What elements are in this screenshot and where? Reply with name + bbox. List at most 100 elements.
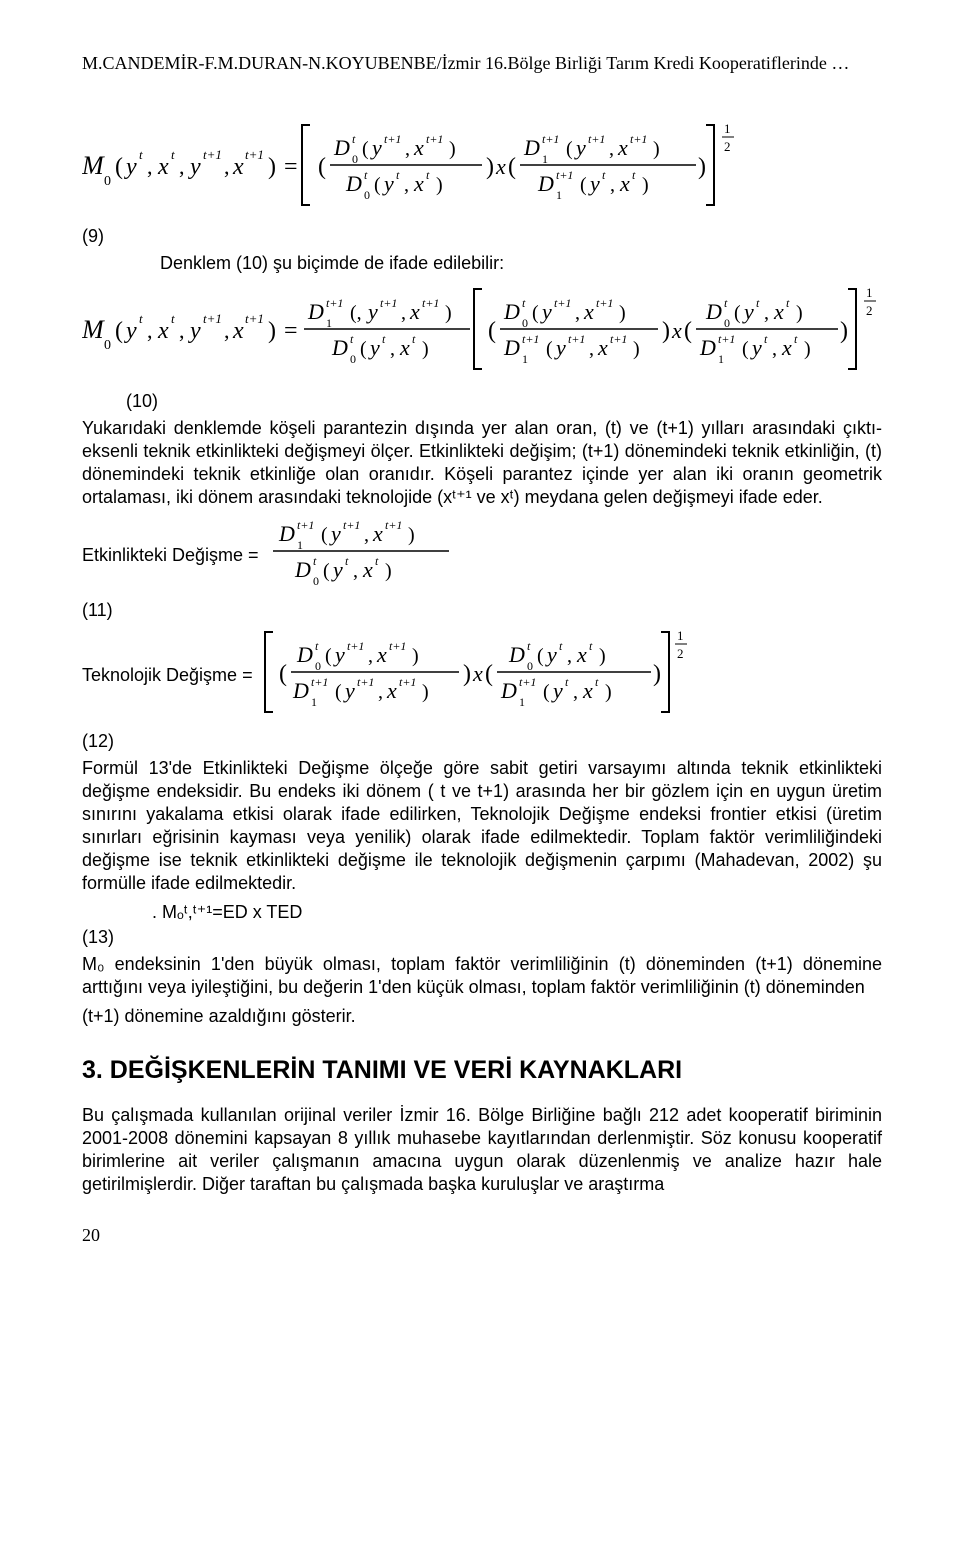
svg-text:,: , xyxy=(147,318,153,343)
svg-text:t: t xyxy=(527,639,531,653)
eq11-label: (11) xyxy=(82,599,882,622)
svg-text:t+1: t+1 xyxy=(610,332,627,346)
svg-text:x: x xyxy=(372,521,383,546)
svg-text:t+1: t+1 xyxy=(422,296,439,310)
svg-text:D: D xyxy=(333,135,350,160)
svg-text:1: 1 xyxy=(519,695,525,709)
svg-text:0: 0 xyxy=(364,188,370,202)
svg-text:y: y xyxy=(124,318,137,344)
svg-text:(: ( xyxy=(580,174,587,196)
svg-text:D: D xyxy=(523,135,540,160)
svg-text:t+1: t+1 xyxy=(245,311,264,326)
svg-text:,: , xyxy=(179,318,185,343)
svg-text:x: x xyxy=(399,335,410,360)
svg-text:): ) xyxy=(840,318,848,344)
svg-text:x: x xyxy=(362,557,373,582)
svg-text:,: , xyxy=(610,174,615,196)
svg-text:x: x xyxy=(597,335,608,360)
svg-text:(: ( xyxy=(537,645,544,667)
svg-text:t: t xyxy=(315,639,319,653)
eq9-label: (9) xyxy=(82,225,882,248)
svg-text:,: , xyxy=(179,154,185,179)
svg-text:2: 2 xyxy=(724,139,731,154)
svg-text:(: ( xyxy=(485,661,493,687)
text-between-9-10: Denklem (10) şu biçimde de ifade edilebi… xyxy=(152,252,882,275)
svg-text:=: = xyxy=(284,154,298,180)
svg-text:t+1: t+1 xyxy=(343,518,360,532)
svg-text:y: y xyxy=(545,642,557,667)
svg-text:t: t xyxy=(426,168,430,182)
svg-text:): ) xyxy=(422,681,429,703)
svg-text:(: ( xyxy=(566,138,573,160)
svg-text:2: 2 xyxy=(866,303,873,318)
svg-text:): ) xyxy=(796,302,803,324)
svg-text:D: D xyxy=(503,335,520,360)
svg-text:x: x xyxy=(576,642,587,667)
svg-text:t+1: t+1 xyxy=(568,332,585,346)
svg-text:t+1: t+1 xyxy=(596,296,613,310)
svg-text:t: t xyxy=(375,554,379,568)
svg-text:D: D xyxy=(537,171,554,196)
svg-text:): ) xyxy=(463,661,471,687)
svg-text:x: x xyxy=(495,154,506,179)
svg-text:t+1: t+1 xyxy=(399,675,416,689)
svg-text:t: t xyxy=(724,296,728,310)
svg-text:y: y xyxy=(366,299,378,324)
svg-text:0: 0 xyxy=(522,316,528,330)
svg-text:y: y xyxy=(343,678,355,703)
svg-text:y: y xyxy=(551,678,563,703)
svg-text:y: y xyxy=(574,135,586,160)
svg-text:(: ( xyxy=(279,661,287,687)
svg-text:t+1: t+1 xyxy=(542,132,559,146)
svg-text:(: ( xyxy=(742,338,749,360)
equation-9: M 0 ( yt , xt , yt+1 , xt+1 ) = ( Dt0 (y… xyxy=(82,119,882,219)
svg-text:1: 1 xyxy=(522,352,528,366)
svg-text:t+1: t+1 xyxy=(556,168,573,182)
svg-text:t: t xyxy=(794,332,798,346)
svg-text:x: x xyxy=(583,299,594,324)
svg-text:x: x xyxy=(582,678,593,703)
svg-text:,: , xyxy=(378,681,383,703)
svg-text:y: y xyxy=(124,154,137,180)
svg-text:y: y xyxy=(188,318,201,344)
svg-text:1: 1 xyxy=(326,316,332,330)
svg-text:,: , xyxy=(609,138,614,160)
svg-text:): ) xyxy=(605,681,612,703)
svg-text:y: y xyxy=(588,171,600,196)
svg-text:x: x xyxy=(232,154,244,180)
svg-text:t+1: t+1 xyxy=(357,675,374,689)
svg-text:): ) xyxy=(268,318,276,344)
equation-11-row: Etkinlikteki Değişme = Dt+11 (yt+1 ,xt+1… xyxy=(82,515,882,595)
svg-text:x: x xyxy=(671,318,682,343)
svg-text:1: 1 xyxy=(866,285,873,300)
svg-text:t+1: t+1 xyxy=(718,332,735,346)
paragraph-after-eq10: Yukarıdaki denklemde köşeli parantezin d… xyxy=(82,417,882,509)
svg-text:D: D xyxy=(331,335,348,360)
svg-text:D: D xyxy=(278,521,295,546)
svg-text:x: x xyxy=(413,171,424,196)
svg-text:=: = xyxy=(284,318,298,344)
svg-text:t+1: t+1 xyxy=(519,675,536,689)
svg-text:t: t xyxy=(595,675,599,689)
svg-text:): ) xyxy=(268,154,276,180)
svg-text:t: t xyxy=(756,296,760,310)
page-number: 20 xyxy=(82,1224,882,1247)
eq11-lead: Etkinlikteki Değişme = xyxy=(82,544,259,567)
svg-text:t: t xyxy=(139,311,143,326)
svg-text:t+1: t+1 xyxy=(297,518,314,532)
svg-text:y: y xyxy=(554,335,566,360)
svg-text:t+1: t+1 xyxy=(588,132,605,146)
svg-text:y: y xyxy=(188,154,201,180)
svg-text:D: D xyxy=(503,299,520,324)
svg-text:,: , xyxy=(575,302,580,324)
svg-text:t+1: t+1 xyxy=(380,296,397,310)
svg-text:x: x xyxy=(157,318,169,344)
svg-text:): ) xyxy=(633,338,640,360)
svg-text:t: t xyxy=(559,639,563,653)
svg-text:): ) xyxy=(412,645,419,667)
paragraph-m0: M₀ endeksinin 1'den büyük olması, toplam… xyxy=(82,953,882,999)
svg-text:): ) xyxy=(385,560,392,582)
svg-text:x: x xyxy=(619,171,630,196)
svg-text:(: ( xyxy=(532,302,539,324)
svg-text:(: ( xyxy=(543,681,550,703)
